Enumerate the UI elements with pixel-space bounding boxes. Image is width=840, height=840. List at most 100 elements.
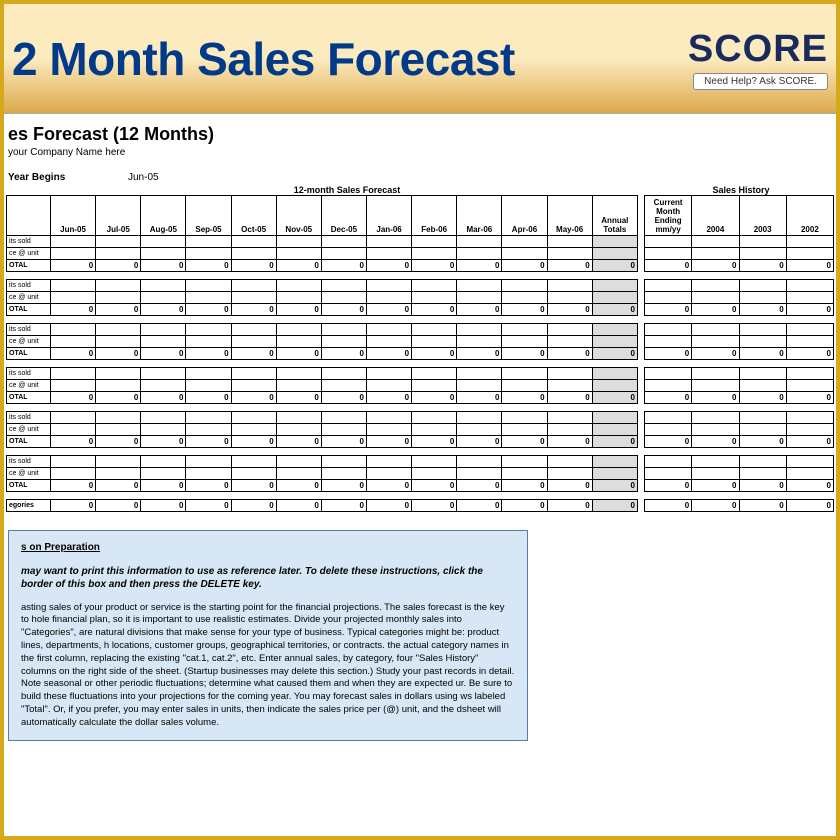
- hist-cell[interactable]: [739, 292, 786, 304]
- cell[interactable]: [276, 380, 321, 392]
- cell[interactable]: [547, 424, 592, 436]
- cell[interactable]: [141, 292, 186, 304]
- cell[interactable]: [366, 456, 411, 468]
- cell[interactable]: [321, 236, 366, 248]
- cell[interactable]: [321, 456, 366, 468]
- cell[interactable]: [366, 292, 411, 304]
- hist-cell[interactable]: [645, 424, 692, 436]
- cell[interactable]: [51, 236, 96, 248]
- cell[interactable]: [321, 336, 366, 348]
- cell[interactable]: [276, 236, 321, 248]
- cell[interactable]: [547, 368, 592, 380]
- hist-cell[interactable]: [692, 412, 739, 424]
- cell[interactable]: [276, 368, 321, 380]
- cell[interactable]: [592, 412, 637, 424]
- cell[interactable]: [547, 280, 592, 292]
- cell[interactable]: [186, 292, 231, 304]
- hist-cell[interactable]: [692, 336, 739, 348]
- cell[interactable]: [141, 280, 186, 292]
- cell[interactable]: [592, 424, 637, 436]
- cell[interactable]: [592, 236, 637, 248]
- cell[interactable]: [96, 368, 141, 380]
- hist-cell[interactable]: [739, 424, 786, 436]
- cell[interactable]: [96, 336, 141, 348]
- cell[interactable]: [366, 248, 411, 260]
- hist-cell[interactable]: [645, 292, 692, 304]
- cell[interactable]: [592, 468, 637, 480]
- hist-cell[interactable]: [692, 456, 739, 468]
- cell[interactable]: [547, 456, 592, 468]
- hist-cell[interactable]: [786, 424, 833, 436]
- hist-cell[interactable]: [645, 456, 692, 468]
- cell[interactable]: [51, 380, 96, 392]
- cell[interactable]: [96, 292, 141, 304]
- hist-cell[interactable]: [739, 236, 786, 248]
- cell[interactable]: [231, 380, 276, 392]
- cell[interactable]: [276, 424, 321, 436]
- cell[interactable]: [321, 380, 366, 392]
- cell[interactable]: [51, 280, 96, 292]
- cell[interactable]: [51, 412, 96, 424]
- cell[interactable]: [51, 248, 96, 260]
- cell[interactable]: [276, 456, 321, 468]
- cell[interactable]: [412, 468, 457, 480]
- cell[interactable]: [502, 336, 547, 348]
- cell[interactable]: [457, 336, 502, 348]
- cell[interactable]: [547, 236, 592, 248]
- cell[interactable]: [321, 424, 366, 436]
- hist-cell[interactable]: [692, 248, 739, 260]
- cell[interactable]: [547, 468, 592, 480]
- cell[interactable]: [141, 336, 186, 348]
- cell[interactable]: [412, 292, 457, 304]
- cell[interactable]: [502, 324, 547, 336]
- cell[interactable]: [457, 292, 502, 304]
- hist-cell[interactable]: [645, 248, 692, 260]
- cell[interactable]: [547, 248, 592, 260]
- cell[interactable]: [457, 280, 502, 292]
- cell[interactable]: [186, 280, 231, 292]
- hist-cell[interactable]: [739, 248, 786, 260]
- hist-cell[interactable]: [739, 336, 786, 348]
- hist-cell[interactable]: [786, 368, 833, 380]
- cell[interactable]: [96, 324, 141, 336]
- cell[interactable]: [96, 380, 141, 392]
- cell[interactable]: [457, 368, 502, 380]
- cell[interactable]: [321, 292, 366, 304]
- hist-cell[interactable]: [692, 368, 739, 380]
- cell[interactable]: [96, 280, 141, 292]
- history-table[interactable]: Current Month Ending mm/yy20042003200200…: [644, 195, 834, 512]
- cell[interactable]: [231, 456, 276, 468]
- cell[interactable]: [457, 324, 502, 336]
- hist-cell[interactable]: [739, 456, 786, 468]
- cell[interactable]: [547, 380, 592, 392]
- cell[interactable]: [547, 292, 592, 304]
- preparation-notes[interactable]: s on Preparation may want to print this …: [8, 530, 528, 741]
- cell[interactable]: [141, 368, 186, 380]
- cell[interactable]: [412, 412, 457, 424]
- cell[interactable]: [276, 324, 321, 336]
- cell[interactable]: [231, 424, 276, 436]
- cell[interactable]: [592, 336, 637, 348]
- cell[interactable]: [96, 412, 141, 424]
- hist-cell[interactable]: [739, 468, 786, 480]
- cell[interactable]: [366, 424, 411, 436]
- cell[interactable]: [366, 380, 411, 392]
- cell[interactable]: [96, 468, 141, 480]
- cell[interactable]: [502, 380, 547, 392]
- cell[interactable]: [51, 424, 96, 436]
- cell[interactable]: [276, 412, 321, 424]
- hist-cell[interactable]: [692, 236, 739, 248]
- cell[interactable]: [186, 468, 231, 480]
- hist-cell[interactable]: [739, 280, 786, 292]
- hist-cell[interactable]: [692, 380, 739, 392]
- cell[interactable]: [502, 248, 547, 260]
- hist-cell[interactable]: [692, 280, 739, 292]
- cell[interactable]: [592, 248, 637, 260]
- cell[interactable]: [502, 424, 547, 436]
- cell[interactable]: [321, 324, 366, 336]
- hist-cell[interactable]: [645, 380, 692, 392]
- cell[interactable]: [321, 412, 366, 424]
- cell[interactable]: [412, 280, 457, 292]
- cell[interactable]: [366, 336, 411, 348]
- hist-cell[interactable]: [645, 468, 692, 480]
